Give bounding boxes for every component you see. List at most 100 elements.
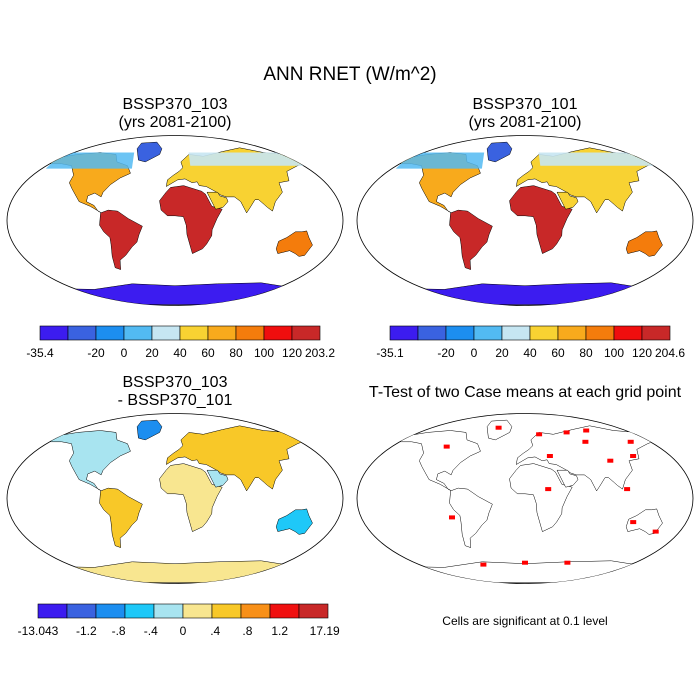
colorbar-swatch bbox=[95, 325, 125, 341]
colorbar-swatch bbox=[67, 325, 97, 341]
colorbar-tick-label: 20 bbox=[495, 346, 509, 360]
colorbar-tick-label: 0 bbox=[180, 624, 187, 638]
continent-antarctica bbox=[401, 282, 649, 305]
panel-3-title-line2: - BSSP370_101 bbox=[117, 392, 233, 409]
colorbar-swatch bbox=[501, 325, 531, 341]
high-latitude-band-eurasia bbox=[188, 152, 313, 166]
colorbar-tick-label: 40 bbox=[173, 346, 187, 360]
colorbar-tick-label: 0 bbox=[471, 346, 478, 360]
significant-cell bbox=[630, 454, 637, 458]
significant-cell bbox=[449, 515, 455, 520]
significant-cell bbox=[624, 487, 631, 492]
colorbar-swatch bbox=[445, 325, 475, 341]
significant-cell bbox=[522, 560, 528, 565]
continent-antarctica bbox=[51, 282, 299, 305]
colorbar-tick-label: -13.043 bbox=[18, 624, 59, 638]
colorbar-tick-label: 40 bbox=[523, 346, 537, 360]
colorbar-swatch bbox=[235, 325, 265, 341]
map-panel-2 bbox=[356, 135, 694, 306]
continent-greenland bbox=[486, 141, 513, 163]
colorbar-tick-label: 80 bbox=[579, 346, 593, 360]
high-latitude-band-eurasia bbox=[538, 152, 663, 166]
significant-cell bbox=[583, 428, 590, 433]
continent-arabia bbox=[206, 191, 229, 210]
colorbar-tick-label: -20 bbox=[87, 346, 105, 360]
significant-cell bbox=[630, 520, 637, 525]
panel-4-title-line1: T-Test of two Case means at each grid po… bbox=[368, 384, 682, 401]
colorbar-swatch bbox=[557, 325, 587, 341]
colorbar-swatch bbox=[263, 325, 293, 341]
significant-cell bbox=[546, 454, 553, 458]
colorbar-swatch bbox=[124, 603, 155, 619]
panel-3-title-line1: BSSP370_103 bbox=[122, 374, 228, 391]
continent-eurasia bbox=[515, 425, 658, 492]
colorbar-swatch bbox=[153, 603, 184, 619]
colorbar-swatch bbox=[211, 603, 242, 619]
colorbar-tick-label: 100 bbox=[254, 346, 274, 360]
colorbar-tick-label: 100 bbox=[604, 346, 624, 360]
colorbar-tick-label: 17.192 bbox=[310, 624, 340, 638]
continent-greenland bbox=[136, 419, 163, 441]
significant-cell bbox=[495, 425, 502, 430]
colorbar-tick-label: 60 bbox=[551, 346, 565, 360]
significant-cell bbox=[443, 444, 450, 449]
continent-north-america bbox=[49, 430, 131, 492]
continent-australia bbox=[275, 230, 313, 257]
continent-africa bbox=[159, 185, 223, 254]
colorbar-tick-label: 120 bbox=[282, 346, 302, 360]
colorbar-tick-label: -35.1 bbox=[376, 346, 404, 360]
colorbar-tick-label: 80 bbox=[229, 346, 243, 360]
significant-cell bbox=[545, 487, 552, 492]
continent-arabia bbox=[556, 469, 579, 488]
significant-cell bbox=[607, 458, 614, 463]
colorbar-swatch bbox=[95, 603, 126, 619]
significant-cell bbox=[652, 529, 659, 534]
panel-1-title-line2: (yrs 2081-2100) bbox=[118, 114, 232, 131]
colorbar-tick-label: .4 bbox=[210, 624, 220, 638]
continent-australia bbox=[625, 230, 663, 257]
colorbar-swatch bbox=[613, 325, 643, 341]
continent-south-america bbox=[449, 209, 493, 270]
continent-eurasia bbox=[165, 425, 308, 492]
colorbar-tick-label: -20 bbox=[437, 346, 455, 360]
continent-south-america bbox=[449, 487, 493, 548]
colorbar-swatch bbox=[179, 325, 209, 341]
colorbar-swatch bbox=[207, 325, 237, 341]
colorbar-tick-label: 120 bbox=[632, 346, 652, 360]
colorbar-panel-1: -35.4 -20 0 20 40 60 80 100 120 203.2 bbox=[26, 325, 335, 360]
map-panel-1 bbox=[6, 135, 344, 306]
significant-cell bbox=[582, 439, 589, 444]
continent-antarctica bbox=[51, 560, 299, 583]
colorbar-tick-label: 60 bbox=[201, 346, 215, 360]
colorbar-panel-2: -35.1 -20 0 20 40 60 80 100 120 204.6 bbox=[376, 325, 685, 360]
significant-cell bbox=[627, 439, 634, 444]
significance-note: Cells are significant at 0.1 level bbox=[442, 614, 608, 628]
continent-africa bbox=[159, 463, 223, 532]
colorbar-swatch bbox=[473, 325, 503, 341]
panel-4-title: T-Test of two Case means at each grid po… bbox=[350, 384, 700, 402]
colorbar-tick-label: .8 bbox=[242, 624, 252, 638]
high-latitude-band-north-america bbox=[45, 152, 135, 169]
map-panel-3-difference bbox=[6, 413, 344, 584]
continent-arabia bbox=[206, 469, 229, 488]
colorbar-swatch bbox=[269, 603, 300, 619]
panel-2-title: BSSP370_101 (yrs 2081-2100) bbox=[375, 96, 675, 132]
map-panel-4-ttest bbox=[356, 413, 694, 584]
continent-africa bbox=[509, 463, 573, 532]
continent-south-america bbox=[99, 487, 143, 548]
colorbar-swatch bbox=[39, 325, 69, 341]
panel-2-title-line1: BSSP370_101 bbox=[472, 96, 578, 113]
continent-australia bbox=[275, 508, 313, 535]
colorbar-swatch bbox=[298, 603, 329, 619]
continent-south-america bbox=[99, 209, 143, 270]
panel-1-title-line1: BSSP370_103 bbox=[122, 96, 228, 113]
colorbar-swatch bbox=[641, 325, 671, 341]
continent-australia bbox=[625, 508, 663, 535]
panel-3-title: BSSP370_103 - BSSP370_101 bbox=[25, 374, 325, 410]
continent-greenland bbox=[486, 419, 513, 441]
colorbar-tick-label: -.8 bbox=[112, 624, 126, 638]
colorbar-tick-label: 20 bbox=[145, 346, 159, 360]
colorbar-swatch bbox=[529, 325, 559, 341]
continent-north-america bbox=[399, 430, 481, 492]
colorbar-panel-3: -13.043 -1.2 -.8 -.4 0 .4 .8 1.2 17.192 bbox=[18, 603, 340, 638]
